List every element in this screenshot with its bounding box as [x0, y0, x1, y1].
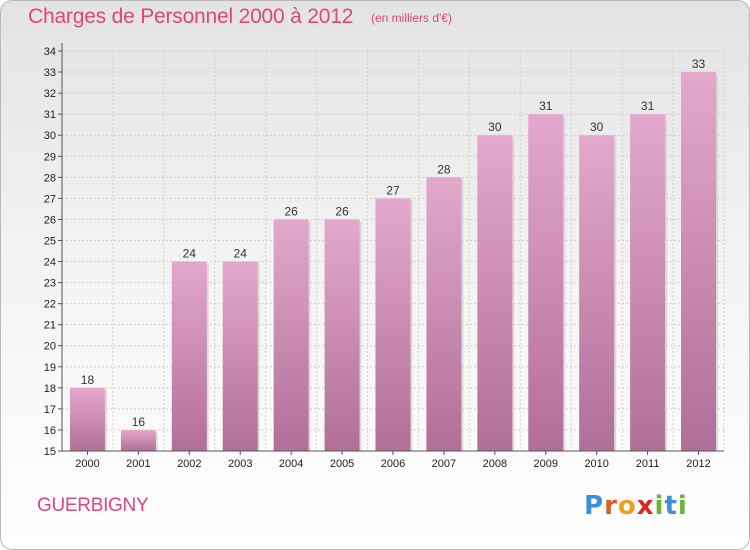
- logo-letter: r: [604, 491, 618, 521]
- bar-2002: [171, 261, 207, 451]
- x-tick-label: 2012: [686, 458, 710, 470]
- y-tick-label: 15: [44, 446, 56, 458]
- logo-letter: P: [584, 491, 605, 521]
- bar-2011: [630, 114, 666, 451]
- y-tick-label: 31: [44, 109, 56, 121]
- y-tick-label: 23: [44, 278, 56, 290]
- y-tick-label: 26: [44, 214, 56, 226]
- town-name: GUERBIGNY: [37, 495, 149, 516]
- bar-2012: [681, 72, 717, 451]
- x-tick-label: 2001: [126, 458, 150, 470]
- y-tick-label: 22: [44, 299, 56, 311]
- chart-title: Charges de Personnel 2000 à 2012: [28, 5, 354, 28]
- data-label: 24: [234, 247, 248, 261]
- logo-letter: o: [617, 491, 637, 521]
- data-label: 18: [81, 373, 95, 387]
- logo-letter: i: [677, 491, 688, 521]
- labels: 2000 18 2001 16 2002 24 2003 24 2004 26 2005 26 2006…: [75, 57, 711, 470]
- logo-letter: i: [654, 491, 665, 521]
- bar-2004: [273, 219, 309, 451]
- bar-2005: [324, 219, 360, 451]
- y-tick-label: 33: [44, 67, 56, 79]
- y-tick-label: 24: [44, 257, 56, 269]
- y-tick-label: 25: [44, 235, 56, 247]
- y-tick-label: 27: [44, 193, 56, 205]
- y-tick-label: 20: [44, 341, 56, 353]
- data-label: 27: [386, 183, 400, 197]
- x-tick-label: 2002: [177, 458, 201, 470]
- data-label: 26: [284, 204, 298, 218]
- data-label: 30: [488, 120, 502, 134]
- y-tick-label: 30: [44, 130, 56, 142]
- y-tick-label: 19: [44, 362, 56, 374]
- data-label: 28: [437, 162, 451, 176]
- y-tick-label: 32: [44, 88, 56, 100]
- x-tick-label: 2008: [483, 458, 507, 470]
- data-label: 31: [539, 99, 553, 113]
- x-tick-label: 2006: [381, 458, 405, 470]
- y-tick-label: 21: [44, 320, 56, 332]
- data-label: 24: [183, 247, 197, 261]
- bar-2010: [579, 135, 615, 452]
- data-label: 31: [641, 99, 655, 113]
- y-tick-label: 18: [44, 383, 56, 395]
- data-label: 33: [692, 57, 706, 71]
- x-tick-label: 2005: [330, 458, 354, 470]
- data-label: 30: [590, 120, 604, 134]
- bar-2008: [477, 135, 513, 452]
- bars: [69, 72, 719, 452]
- bar-2003: [222, 261, 258, 451]
- x-tick-label: 2003: [228, 458, 252, 470]
- y-tick-label: 28: [44, 172, 56, 184]
- data-label: 26: [335, 204, 349, 218]
- proxiti-logo: Proxiti: [584, 491, 688, 521]
- y-tick-label: 16: [44, 425, 56, 437]
- y-tick-label: 17: [44, 404, 56, 416]
- bar-2000: [69, 387, 105, 451]
- x-tick-label: 2007: [432, 458, 456, 470]
- grid-lines: [61, 50, 725, 452]
- bar-2007: [426, 177, 462, 451]
- y-tick-label: 34: [44, 46, 56, 58]
- axes: 15 16 17 18 19 20 21 22 23 24 25 26 27 28 29 30 31 32 33 34: [44, 43, 724, 458]
- bar-2009: [528, 114, 564, 451]
- bar-2006: [375, 198, 411, 451]
- data-label: 16: [132, 415, 146, 429]
- x-tick-label: 2011: [636, 458, 660, 470]
- logo-letter: t: [664, 491, 678, 521]
- logo-letter: x: [636, 491, 655, 521]
- x-tick-label: 2009: [534, 458, 558, 470]
- x-tick-label: 2004: [279, 458, 303, 470]
- x-tick-label: 2000: [75, 458, 99, 470]
- y-tick-label: 29: [44, 151, 56, 163]
- chart-subtitle: (en milliers d'€): [371, 11, 452, 25]
- bar-2001: [120, 429, 156, 451]
- x-tick-label: 2010: [584, 458, 608, 470]
